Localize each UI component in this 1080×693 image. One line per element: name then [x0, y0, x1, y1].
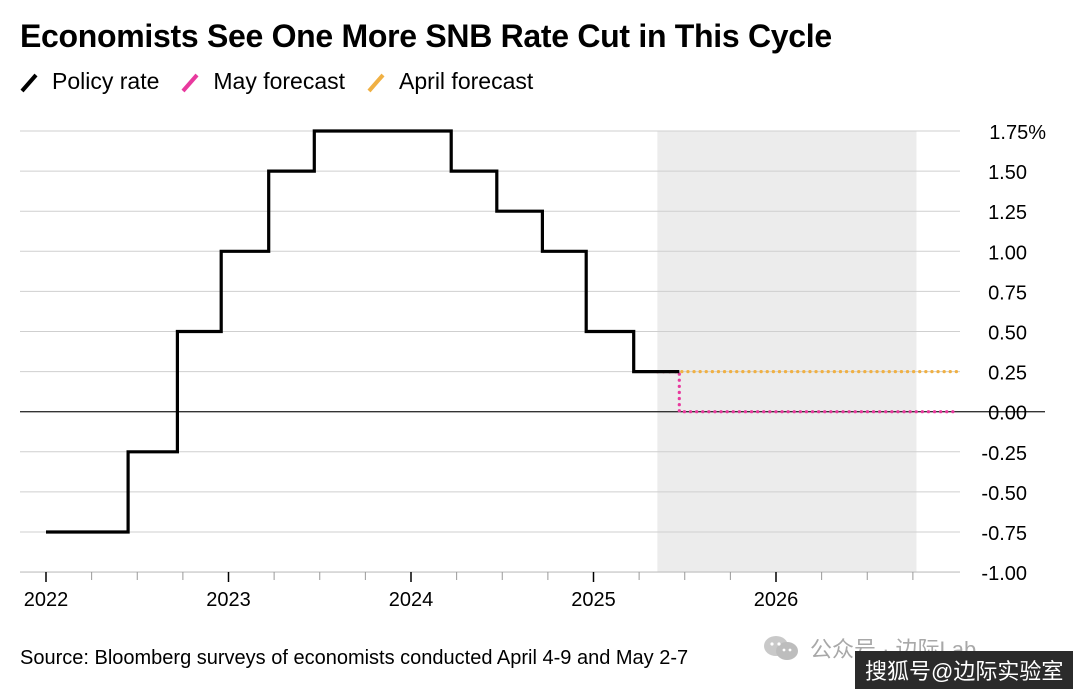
- legend-item-april-forecast: April forecast: [367, 68, 533, 95]
- y-tick-label: 1.25: [988, 202, 1027, 224]
- legend-label-may-forecast: May forecast: [213, 68, 346, 94]
- forecast-shading: [657, 131, 917, 572]
- wechat-icon: [764, 636, 798, 660]
- x-tick-label: 2024: [389, 589, 434, 611]
- y-tick-label: 0.75: [988, 282, 1027, 304]
- y-tick-label: 0.50: [988, 323, 1027, 345]
- y-tick-label: 0.00: [988, 403, 1027, 425]
- legend-label-april-forecast: April forecast: [399, 68, 534, 94]
- chart-plot: 1.75% 1.50 1.25 1.00 0.75 0.50 0.25 0.00 -0.25 -0…: [20, 122, 1046, 611]
- legend-swatch-april-forecast: [367, 71, 385, 93]
- legend-swatch-may-forecast: [181, 71, 199, 93]
- y-tick-label: 1.50: [988, 162, 1027, 184]
- legend-swatch-policy-rate: [20, 71, 38, 93]
- y-tick-label: -0.75: [981, 523, 1027, 545]
- chart-title: Economists See One More SNB Rate Cut in …: [20, 18, 832, 54]
- source-note: Source: Bloomberg surveys of economists …: [20, 647, 689, 669]
- x-tick-label: 2025: [571, 589, 616, 611]
- chart-legend: Policy rate May forecast April forecast: [20, 68, 555, 95]
- legend-item-may-forecast: May forecast: [181, 68, 345, 95]
- watermark-badge: 搜狐号@边际实验室: [855, 651, 1074, 689]
- y-tick-label: -1.00: [981, 563, 1027, 585]
- y-tick-label: -0.25: [981, 443, 1027, 465]
- y-tick-label: 1.00: [988, 242, 1027, 264]
- series-line-policy-rate: [46, 129, 680, 534]
- y-tick-label: 0.25: [988, 363, 1027, 385]
- legend-item-policy-rate: Policy rate: [20, 68, 159, 95]
- y-tick-label: 1.75%: [989, 122, 1046, 144]
- x-tick-label: 2026: [754, 589, 799, 611]
- legend-label-policy-rate: Policy rate: [52, 68, 160, 94]
- x-tick-label: 2023: [206, 589, 251, 611]
- y-tick-label: -0.50: [981, 483, 1027, 505]
- x-tick-label: 2022: [24, 589, 69, 611]
